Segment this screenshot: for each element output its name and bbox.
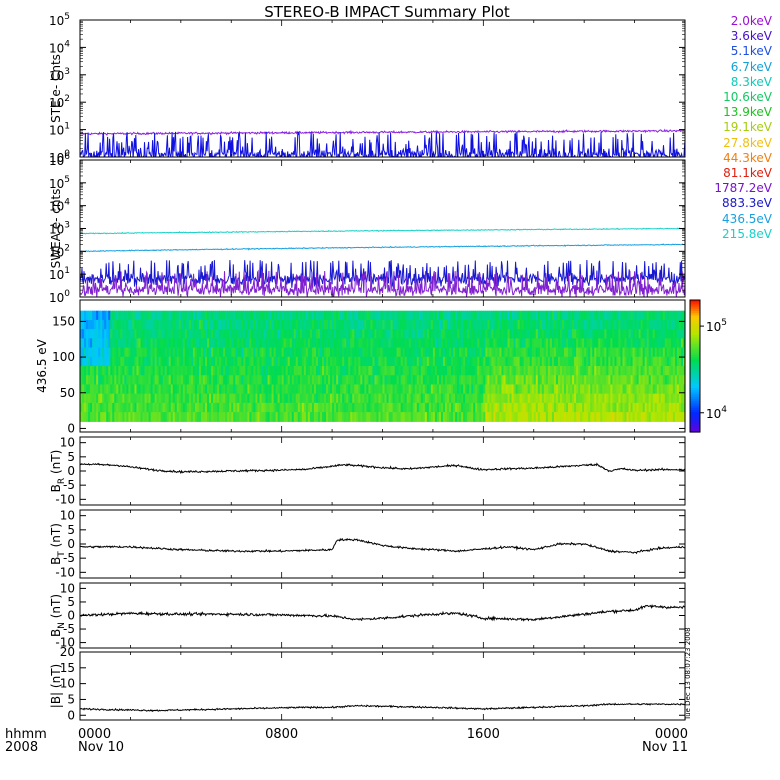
legend-entry: 3.6keV — [730, 29, 772, 44]
legend-entry: 19.1keV — [723, 120, 772, 135]
colorbar-tick-label: 104 — [706, 405, 727, 421]
y-tick-label: -10 — [55, 636, 75, 650]
y-axis-label: 436.5 eV — [35, 338, 49, 393]
series-line-3.6keV — [80, 130, 685, 157]
legend-entry: 1787.2eV — [714, 181, 772, 196]
y-tick-label: 15 — [60, 661, 75, 675]
y-tick-label: -5 — [63, 478, 75, 492]
y-axis-label: |B| (nT) — [49, 664, 63, 708]
legend-entry: 215.8eV — [722, 226, 772, 241]
series-line-2.0keV — [80, 128, 685, 136]
y-tick-label: 10 — [60, 436, 75, 450]
y-tick-label: 104 — [49, 39, 70, 55]
legend-entry: 2.0keV — [730, 14, 772, 28]
series-line-215.8eV — [80, 227, 685, 235]
y-tick-label: 0 — [67, 708, 75, 722]
y-tick-label: 105 — [49, 175, 70, 191]
date-tick-label: Nov 11 — [642, 740, 688, 755]
legend-entry: 44.3keV — [723, 150, 772, 165]
y-tick-label: 0 — [67, 609, 75, 623]
time-axis-corner-bottom: 2008 — [5, 740, 38, 755]
time-tick-label: 0800 — [265, 727, 298, 742]
time-tick-label: 1600 — [467, 727, 500, 742]
y-tick-label: 0 — [67, 537, 75, 551]
y-tick-label: 100 — [49, 289, 70, 305]
legend-entry: 883.3eV — [722, 196, 772, 211]
legend-entry: 27.8keV — [723, 135, 772, 150]
energy-legend: 2.0keV 3.6keV 5.1keV 6.7keV 8.3keV 10.6keV 13.… — [672, 14, 772, 242]
plot-timestamp: Tue Dec 13 08:07:23 2008 — [684, 627, 692, 721]
legend-entry: 8.3keV — [730, 74, 772, 89]
y-tick-label: 10 — [60, 581, 75, 595]
panel-frame — [79, 509, 686, 579]
time-axis-corner-top: hhmm — [5, 727, 47, 742]
series-line-436.5eV — [80, 243, 685, 253]
y-tick-label: 10 — [60, 677, 75, 691]
y-axis-label: SWEA e- cnts — [49, 189, 63, 269]
y-tick-label: 10 — [60, 509, 75, 523]
y-tick-label: -5 — [63, 551, 75, 565]
y-tick-label: 5 — [67, 692, 75, 706]
time-tick-label: 0000 — [655, 727, 688, 742]
y-tick-label: 106 — [49, 152, 70, 168]
y-tick-label: 5 — [67, 595, 75, 609]
y-tick-label: -10 — [55, 565, 75, 579]
y-tick-label: 150 — [52, 314, 75, 328]
time-tick-label: 0000 — [78, 727, 111, 742]
legend-entry: 10.6keV — [723, 90, 772, 105]
y-tick-label: 5 — [67, 450, 75, 464]
legend-entry: 436.5eV — [722, 211, 772, 226]
y-tick-label: 5 — [67, 523, 75, 537]
panel-frame — [79, 582, 686, 649]
panel-bmag: 20 15 105 0 |B| (nT) — [49, 645, 686, 722]
plot-title: STEREO-B IMPACT Summary Plot — [264, 3, 510, 21]
y-axis-label: STE e- Cnts — [49, 54, 63, 123]
legend-entry: 6.7keV — [730, 59, 772, 74]
colorbar: 104 105 — [689, 299, 727, 433]
legend-entry: 5.1keV — [730, 44, 772, 59]
y-tick-label: -10 — [55, 492, 75, 506]
colorbar-tick-label: 105 — [706, 318, 727, 334]
panel-frame — [79, 19, 686, 158]
legend-entry: 81.1keV — [723, 166, 772, 181]
y-tick-label: -5 — [63, 622, 75, 636]
y-tick-label: 0 — [67, 464, 75, 478]
y-tick-label: 100 — [52, 350, 75, 364]
field-line-bn — [80, 603, 685, 622]
field-line-br — [80, 462, 685, 475]
y-tick-label: 101 — [49, 122, 70, 138]
y-tick-label: 105 — [49, 12, 70, 28]
y-tick-label: 20 — [60, 645, 75, 659]
field-line-bmag — [80, 702, 685, 713]
y-tick-label: 50 — [60, 386, 75, 400]
series-line-883.3eV — [80, 259, 685, 288]
date-tick-label: Nov 10 — [78, 740, 124, 755]
y-tick-label: 0 — [67, 421, 75, 435]
field-line-bt — [80, 537, 685, 555]
legend-entry: 13.9keV — [723, 105, 772, 120]
